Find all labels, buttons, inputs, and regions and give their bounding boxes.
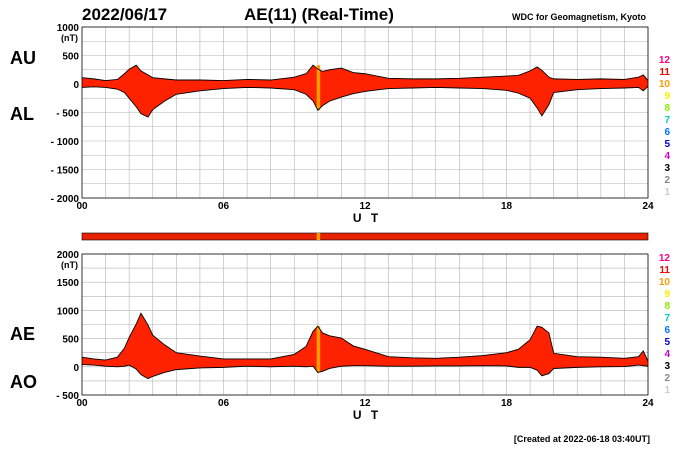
legend-entry: 2 — [664, 373, 670, 384]
y-tick-label: 1500 — [57, 278, 80, 289]
date-title: 2022/06/17 — [82, 5, 167, 24]
highlight-band — [316, 326, 321, 373]
legend-entry: 7 — [664, 313, 670, 324]
legend-entry: 11 — [659, 265, 670, 276]
strip-highlight — [316, 233, 321, 240]
bottom-frame — [81, 253, 649, 396]
top-grid — [82, 27, 648, 198]
legend-entry: 5 — [664, 139, 670, 150]
legend-entry: 6 — [664, 325, 670, 336]
strip-bar — [81, 232, 649, 241]
created-timestamp: [Created at 2022-06-18 03:40UT] — [514, 434, 650, 444]
x-tick-label: 12 — [359, 398, 371, 409]
x-tick-label: 24 — [642, 201, 654, 212]
y-tick-label: 500 — [62, 335, 79, 346]
legend-entry: 10 — [659, 79, 671, 90]
legend-entry: 9 — [664, 289, 670, 300]
legend-entry: 3 — [664, 163, 670, 174]
legend-entry: 12 — [659, 253, 671, 264]
chart-title: AE(11) (Real-Time) — [244, 5, 394, 24]
bottom-grid — [82, 254, 648, 395]
x-tick-label: 06 — [218, 398, 230, 409]
x-tick-label: 00 — [76, 398, 88, 409]
y-tick-label: 2000 — [57, 250, 80, 261]
lower-series-line — [81, 85, 649, 118]
upper-series-line — [81, 64, 649, 82]
legend-entry: 12 — [659, 55, 671, 66]
y-tick-label: - 500 — [56, 109, 79, 120]
x-tick-label: 00 — [76, 201, 88, 212]
y-tick-label: - 1000 — [51, 137, 80, 148]
source-label: WDC for Geomagnetism, Kyoto — [512, 12, 647, 22]
upper-series-line — [81, 312, 649, 362]
top-y-ticks: 1000 500 0 - 500 - 1000 - 1500 - 2000 — [51, 23, 80, 205]
y-tick-label: 500 — [62, 52, 79, 63]
legend-entry: 11 — [659, 67, 670, 78]
quality-strip — [81, 232, 649, 241]
bottom-y-ticks: 2000 1500 1000 500 0 - 500 — [56, 250, 79, 402]
y-tick-label: - 500 — [56, 391, 79, 402]
legend-entry: 5 — [664, 337, 670, 348]
top-x-axis-label: U T — [353, 211, 381, 225]
y-tick-label: 1000 — [57, 306, 80, 317]
legend-entry: 1 — [664, 385, 670, 396]
bottom-unit-label: (nT) — [61, 260, 78, 270]
legend-entry: 8 — [664, 301, 670, 312]
lower-series-line — [81, 364, 649, 380]
y-tick-label: - 2000 — [51, 194, 80, 205]
y-tick-label: - 1500 — [51, 166, 80, 177]
x-tick-label: 12 — [359, 201, 371, 212]
series-label-au: AU — [10, 48, 36, 68]
y-tick-label: 0 — [73, 80, 79, 91]
top-unit-label: (nT) — [61, 33, 78, 43]
top-x-ticks: 00 06 12 18 24 — [76, 201, 654, 212]
series-label-al: AL — [10, 104, 34, 124]
x-tick-label: 18 — [501, 398, 513, 409]
legend-entry: 10 — [659, 277, 671, 288]
bottom-area — [81, 312, 649, 380]
bottom-x-axis-label: U T — [353, 408, 381, 422]
legend-entry: 4 — [664, 151, 670, 162]
top-frame — [81, 26, 649, 199]
x-tick-label: 18 — [501, 201, 513, 212]
series-label-ao: AO — [10, 372, 37, 392]
legend-entry: 9 — [664, 91, 670, 102]
legend-entry: 1 — [664, 187, 670, 198]
bottom-x-ticks: 00 06 12 18 24 — [76, 398, 654, 409]
y-tick-label: 1000 — [57, 23, 80, 34]
legend-entry: 7 — [664, 115, 670, 126]
y-tick-label: 0 — [73, 363, 79, 374]
envelope-fill — [82, 313, 648, 379]
legend-entry: 6 — [664, 127, 670, 138]
legend-entry: 2 — [664, 175, 670, 186]
x-tick-label: 24 — [642, 398, 654, 409]
x-tick-label: 06 — [218, 201, 230, 212]
legend-entry: 8 — [664, 103, 670, 114]
legend-entry: 3 — [664, 361, 670, 372]
highlight-band — [316, 65, 321, 111]
series-label-ae: AE — [10, 324, 35, 344]
legend-entry: 4 — [664, 349, 670, 360]
top-area — [81, 64, 649, 118]
